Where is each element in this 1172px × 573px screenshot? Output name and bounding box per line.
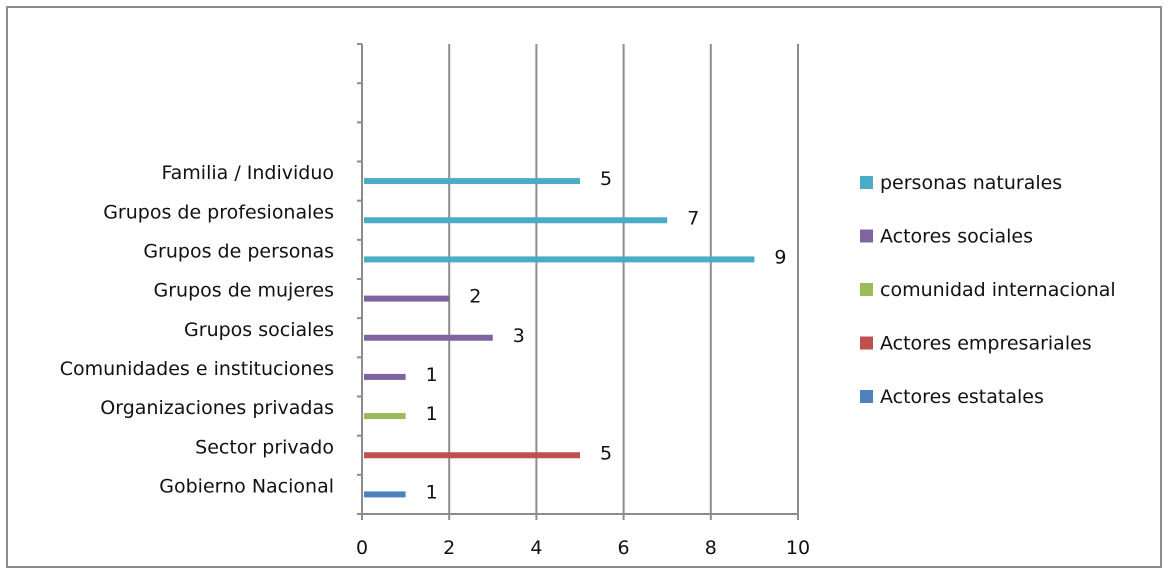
data-label: 5: [600, 442, 612, 464]
legend-label: Actores estatales: [880, 386, 1044, 408]
category-label: Familia / Individuo: [161, 162, 334, 184]
data-label: 3: [513, 325, 525, 347]
data-labels: 1 5 1 1 3 2 9 7 5: [426, 168, 787, 503]
bar: [364, 295, 450, 302]
bar: [364, 217, 668, 224]
legend-label: personas naturales: [880, 172, 1062, 194]
bar: [364, 334, 493, 341]
x-tick-label: 4: [530, 537, 542, 559]
x-tick-label: 6: [618, 537, 630, 559]
bars: [364, 178, 755, 498]
legend-label: comunidad internacional: [880, 279, 1116, 301]
category-label: Grupos de profesionales: [103, 201, 334, 223]
data-label: 5: [600, 168, 612, 190]
axes: [357, 43, 799, 520]
legend-swatch: [860, 176, 873, 189]
x-tick-label: 8: [705, 537, 717, 559]
category-label: Gobierno Nacional: [159, 475, 334, 497]
bar: [364, 491, 406, 498]
data-label: 2: [469, 286, 481, 308]
category-label: Comunidades e instituciones: [60, 358, 334, 380]
chart-frame: [6, 6, 1162, 568]
category-label: Organizaciones privadas: [100, 397, 334, 419]
x-tick-label: 2: [443, 537, 455, 559]
bar: [364, 413, 406, 420]
data-label: 7: [687, 207, 699, 229]
category-label: Grupos de mujeres: [154, 280, 335, 302]
legend-swatch: [860, 229, 873, 243]
legend-label: Actores empresariales: [880, 333, 1092, 355]
legend-swatch: [860, 390, 873, 403]
category-label: Grupos sociales: [184, 319, 334, 341]
x-tick-labels: 0 2 4 6 8 10: [356, 537, 810, 559]
bar: [364, 178, 580, 185]
data-label: 9: [774, 246, 786, 268]
legend-label: Actores sociales: [880, 226, 1033, 248]
x-tick-label: 10: [786, 537, 810, 559]
data-label: 1: [426, 364, 438, 386]
category-label: Grupos de personas: [143, 240, 334, 262]
legend-swatch: [860, 283, 873, 296]
legend-swatch: [860, 336, 873, 350]
gridlines: [448, 44, 799, 514]
bar: [364, 452, 580, 459]
category-label: Sector privado: [195, 436, 334, 458]
data-label: 1: [426, 403, 438, 425]
legend: personas naturales Actores sociales comuni…: [860, 172, 1116, 408]
bar: [364, 256, 755, 263]
data-label: 1: [426, 481, 438, 503]
category-labels: Gobierno Nacional Sector privado Organizac…: [60, 162, 334, 497]
bar: [364, 373, 406, 380]
x-tick-label: 0: [356, 537, 368, 559]
